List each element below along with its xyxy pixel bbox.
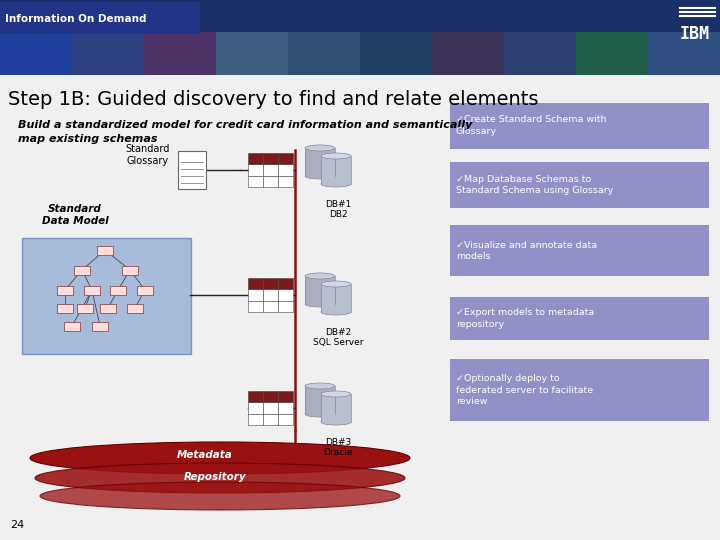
Bar bbox=[305, 148, 335, 176]
Text: DB#3
Oracle: DB#3 Oracle bbox=[323, 438, 353, 457]
Bar bbox=[450, 162, 709, 208]
Ellipse shape bbox=[40, 482, 400, 510]
Ellipse shape bbox=[321, 153, 351, 159]
Bar bbox=[321, 156, 351, 184]
Bar bbox=[277, 414, 292, 425]
Bar bbox=[305, 386, 335, 414]
Text: ✓Export models to metadata
repository: ✓Export models to metadata repository bbox=[456, 308, 594, 329]
Bar bbox=[92, 321, 108, 330]
Bar bbox=[248, 402, 263, 414]
Bar bbox=[57, 303, 73, 313]
Bar bbox=[0, 31, 72, 75]
Bar bbox=[22, 238, 191, 354]
Text: Metadata: Metadata bbox=[177, 450, 233, 460]
Bar bbox=[263, 176, 277, 187]
Bar bbox=[648, 31, 720, 75]
Bar bbox=[504, 31, 576, 75]
Bar bbox=[360, 31, 432, 75]
Bar bbox=[122, 266, 138, 274]
Bar bbox=[97, 246, 113, 254]
Bar bbox=[127, 303, 143, 313]
Bar bbox=[263, 402, 277, 414]
Text: Repository: Repository bbox=[184, 472, 246, 482]
Ellipse shape bbox=[305, 273, 335, 279]
Bar bbox=[74, 266, 90, 274]
Bar bbox=[110, 286, 126, 294]
Ellipse shape bbox=[321, 309, 351, 315]
Bar bbox=[450, 359, 709, 421]
Bar bbox=[263, 301, 277, 312]
Ellipse shape bbox=[321, 419, 351, 425]
Bar bbox=[277, 153, 292, 164]
Ellipse shape bbox=[305, 145, 335, 151]
Text: Build a standardized model for credit card information and semantically
map exis: Build a standardized model for credit ca… bbox=[18, 120, 472, 144]
Bar bbox=[263, 278, 277, 289]
Bar bbox=[248, 153, 263, 164]
Bar bbox=[263, 153, 277, 164]
Ellipse shape bbox=[35, 463, 405, 493]
Text: Standard
Glossary: Standard Glossary bbox=[126, 144, 170, 166]
Bar bbox=[248, 391, 263, 402]
Bar bbox=[100, 303, 116, 313]
Bar bbox=[277, 301, 292, 312]
Bar bbox=[277, 402, 292, 414]
Bar bbox=[178, 151, 206, 189]
Bar bbox=[450, 103, 709, 148]
Ellipse shape bbox=[305, 173, 335, 179]
Bar bbox=[248, 289, 263, 301]
Bar bbox=[263, 391, 277, 402]
Text: ✓Optionally deploy to
federated server to facilitate
review: ✓Optionally deploy to federated server t… bbox=[456, 374, 593, 406]
Ellipse shape bbox=[305, 411, 335, 417]
Bar bbox=[277, 164, 292, 176]
Ellipse shape bbox=[30, 442, 410, 474]
Bar bbox=[305, 276, 335, 304]
Bar bbox=[0, 2, 200, 33]
Text: DB#2
SQL Server: DB#2 SQL Server bbox=[312, 328, 364, 347]
Text: Step 1B: Guided discovery to find and relate elements: Step 1B: Guided discovery to find and re… bbox=[8, 90, 539, 109]
Bar bbox=[277, 391, 292, 402]
Ellipse shape bbox=[305, 383, 335, 389]
Bar bbox=[277, 176, 292, 187]
Bar bbox=[64, 321, 80, 330]
Bar bbox=[216, 31, 288, 75]
Text: DB#1
DB2: DB#1 DB2 bbox=[325, 200, 351, 219]
Text: IBM: IBM bbox=[680, 25, 710, 43]
Bar bbox=[137, 286, 153, 294]
Text: ✓Visualize and annotate data
models: ✓Visualize and annotate data models bbox=[456, 241, 597, 261]
Bar bbox=[144, 31, 216, 75]
Bar bbox=[263, 414, 277, 425]
Bar bbox=[263, 164, 277, 176]
Bar bbox=[84, 286, 100, 294]
Bar bbox=[0, 0, 720, 75]
Ellipse shape bbox=[321, 181, 351, 187]
Bar bbox=[248, 301, 263, 312]
Bar bbox=[450, 225, 709, 276]
Ellipse shape bbox=[321, 391, 351, 397]
Bar bbox=[450, 297, 709, 340]
Text: Information On Demand: Information On Demand bbox=[5, 14, 146, 24]
Bar bbox=[57, 286, 73, 294]
Bar bbox=[248, 164, 263, 176]
Bar bbox=[321, 394, 351, 422]
Bar bbox=[248, 278, 263, 289]
Bar bbox=[277, 278, 292, 289]
Text: ✓Create Standard Schema with
Glossary: ✓Create Standard Schema with Glossary bbox=[456, 116, 606, 136]
Bar bbox=[263, 289, 277, 301]
Text: Standard
Data Model: Standard Data Model bbox=[42, 204, 108, 226]
Ellipse shape bbox=[305, 301, 335, 307]
Bar bbox=[321, 284, 351, 312]
Bar bbox=[248, 176, 263, 187]
Bar bbox=[432, 31, 504, 75]
Bar bbox=[77, 303, 93, 313]
Bar bbox=[277, 289, 292, 301]
Bar bbox=[576, 31, 648, 75]
Text: 24: 24 bbox=[10, 520, 24, 530]
Bar bbox=[72, 31, 144, 75]
Bar bbox=[288, 31, 360, 75]
Text: ✓Map Database Schemas to
Standard Schema using Glossary: ✓Map Database Schemas to Standard Schema… bbox=[456, 175, 613, 195]
Ellipse shape bbox=[321, 281, 351, 287]
Bar bbox=[248, 414, 263, 425]
